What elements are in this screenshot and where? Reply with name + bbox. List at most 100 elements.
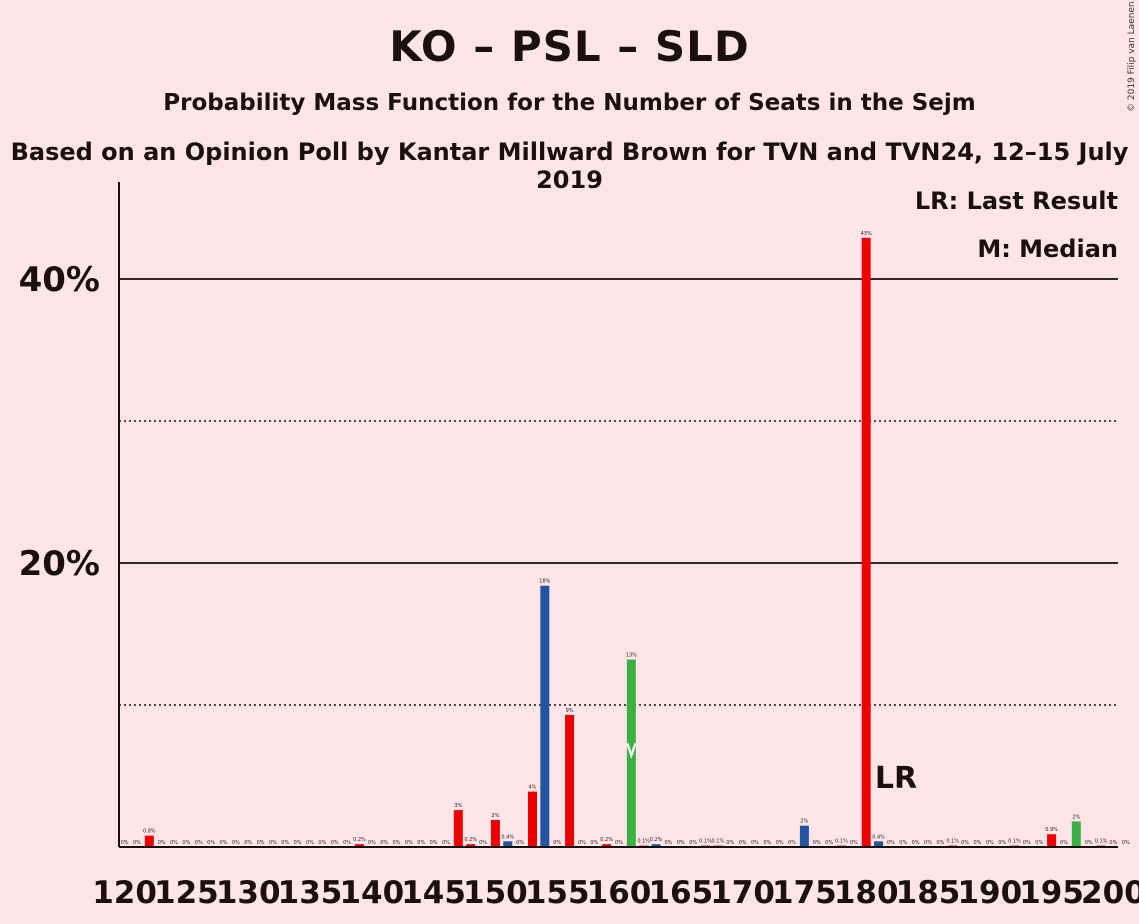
x-tick-label-190: 190 bbox=[957, 875, 1022, 911]
bar-seat-159 bbox=[602, 844, 612, 847]
data-label-seat-183: 0% bbox=[899, 840, 907, 846]
data-label-seat-188: 0% bbox=[961, 840, 969, 846]
data-label-seat-124: 0% bbox=[170, 840, 178, 846]
data-label-seat-172: 0% bbox=[763, 840, 771, 846]
data-labels: 0% 0%0.8%0% 0% 0% 0% 0% 0% 0% 0% 0% 0% 0% 0% 0% 0% 0% 0%… bbox=[121, 231, 1130, 846]
x-tick-label-165: 165 bbox=[648, 875, 713, 911]
data-label-seat-182: 0% bbox=[887, 840, 895, 846]
bar-seat-154 bbox=[540, 585, 550, 847]
data-label-seat-132: 0% bbox=[269, 840, 277, 846]
data-label-seat-186: 0% bbox=[936, 840, 944, 846]
data-label-seat-175: 2% bbox=[800, 819, 808, 825]
bar-seat-195 bbox=[1047, 834, 1057, 847]
data-label-seat-155: 0% bbox=[553, 840, 561, 846]
data-label-seat-167: 0.1% bbox=[699, 839, 712, 845]
bar-seat-122 bbox=[144, 835, 154, 847]
bar-seat-197 bbox=[1071, 821, 1081, 847]
data-label-seat-193: 0% bbox=[1023, 840, 1031, 846]
data-label-seat-147: 3% bbox=[454, 803, 462, 809]
data-label-seat-194: 0% bbox=[1035, 840, 1043, 846]
bar-seat-175 bbox=[799, 825, 809, 847]
data-label-seat-180: 43% bbox=[861, 231, 872, 237]
x-tick-label-155: 155 bbox=[525, 875, 590, 911]
data-label-seat-174: 0% bbox=[788, 840, 796, 846]
data-label-seat-164: 0% bbox=[664, 840, 672, 846]
last-result-marker: LR bbox=[875, 761, 917, 796]
data-label-seat-201: 0% bbox=[1122, 840, 1130, 846]
data-label-seat-192: 0.1% bbox=[1008, 839, 1021, 845]
x-tick-label-130: 130 bbox=[216, 875, 281, 911]
data-label-seat-154: 18% bbox=[539, 579, 550, 585]
data-label-seat-166: 0% bbox=[689, 840, 697, 846]
data-label-seat-148: 0.2% bbox=[464, 837, 477, 843]
data-label-seat-159: 0.2% bbox=[600, 837, 613, 843]
data-label-seat-161: 13% bbox=[626, 653, 637, 659]
bar-seat-181 bbox=[874, 841, 884, 847]
data-label-seat-151: 0.4% bbox=[501, 834, 514, 840]
data-label-seat-131: 0% bbox=[257, 840, 265, 846]
data-label-seat-121: 0% bbox=[133, 840, 141, 846]
data-label-seat-127: 0% bbox=[207, 840, 215, 846]
data-label-seat-152: 0% bbox=[516, 840, 524, 846]
bar-seat-156 bbox=[565, 714, 575, 847]
data-label-seat-190: 0% bbox=[986, 840, 994, 846]
data-label-seat-169: 0% bbox=[726, 840, 734, 846]
data-label-seat-126: 0% bbox=[195, 840, 203, 846]
data-label-seat-171: 0% bbox=[751, 840, 759, 846]
data-label-seat-133: 0% bbox=[281, 840, 289, 846]
data-label-seat-165: 0% bbox=[677, 840, 685, 846]
data-label-seat-177: 0% bbox=[825, 840, 833, 846]
data-label-seat-146: 0% bbox=[442, 840, 450, 846]
data-label-seat-199: 0.1% bbox=[1095, 839, 1108, 845]
data-label-seat-179: 0% bbox=[850, 840, 858, 846]
x-tick-label-135: 135 bbox=[278, 875, 343, 911]
data-label-seat-185: 0% bbox=[924, 840, 932, 846]
data-label-seat-181: 0.4% bbox=[872, 834, 885, 840]
data-label-seat-189: 0% bbox=[973, 840, 981, 846]
data-label-seat-150: 2% bbox=[491, 813, 499, 819]
x-tick-label-125: 125 bbox=[154, 875, 219, 911]
data-label-seat-163: 0.2% bbox=[650, 837, 663, 843]
x-tick-label-175: 175 bbox=[772, 875, 837, 911]
x-tick-label-200: 200 bbox=[1081, 875, 1139, 911]
legend-median: M: Median bbox=[977, 235, 1118, 263]
data-label-seat-197: 2% bbox=[1072, 814, 1080, 820]
data-label-seat-123: 0% bbox=[158, 840, 166, 846]
data-label-seat-128: 0% bbox=[220, 840, 228, 846]
data-label-seat-145: 0% bbox=[430, 840, 438, 846]
data-label-seat-143: 0% bbox=[405, 840, 413, 846]
x-tick-label-145: 145 bbox=[401, 875, 466, 911]
data-label-seat-149: 0% bbox=[479, 840, 487, 846]
bars bbox=[144, 237, 1106, 847]
data-label-seat-141: 0% bbox=[380, 840, 388, 846]
chart-source: Based on an Opinion Poll by Kantar Millw… bbox=[10, 138, 1129, 194]
x-tick-label-140: 140 bbox=[339, 875, 404, 911]
data-label-seat-122: 0.8% bbox=[143, 829, 156, 835]
bar-seat-153 bbox=[527, 791, 537, 847]
data-label-seat-162: 0.1% bbox=[637, 839, 650, 845]
data-label-seat-168: 0.1% bbox=[712, 839, 725, 845]
data-label-seat-125: 0% bbox=[182, 840, 190, 846]
y-tick-label-40: 40% bbox=[19, 260, 100, 300]
bar-seat-151 bbox=[503, 841, 513, 847]
x-tick-label-180: 180 bbox=[834, 875, 899, 911]
data-label-seat-135: 0% bbox=[306, 840, 314, 846]
y-tick-label-20: 20% bbox=[19, 544, 100, 584]
data-label-seat-176: 0% bbox=[813, 840, 821, 846]
chart-title: KO – PSL – SLD bbox=[389, 22, 750, 71]
legend-last-result: LR: Last Result bbox=[915, 187, 1118, 215]
data-label-seat-187: 0.1% bbox=[946, 839, 959, 845]
data-label-seat-157: 0% bbox=[578, 840, 586, 846]
data-label-seat-200: 0% bbox=[1109, 840, 1117, 846]
data-label-seat-142: 0% bbox=[393, 840, 401, 846]
x-tick-label-160: 160 bbox=[587, 875, 652, 911]
data-label-seat-120: 0% bbox=[121, 840, 129, 846]
chart-subtitle: Probability Mass Function for the Number… bbox=[163, 90, 976, 116]
median-marker bbox=[626, 743, 637, 760]
data-label-seat-156: 9% bbox=[566, 708, 574, 714]
data-label-seat-184: 0% bbox=[912, 840, 920, 846]
data-label-seat-130: 0% bbox=[244, 840, 252, 846]
x-tick-label-150: 150 bbox=[463, 875, 528, 911]
data-label-seat-198: 0% bbox=[1085, 840, 1093, 846]
